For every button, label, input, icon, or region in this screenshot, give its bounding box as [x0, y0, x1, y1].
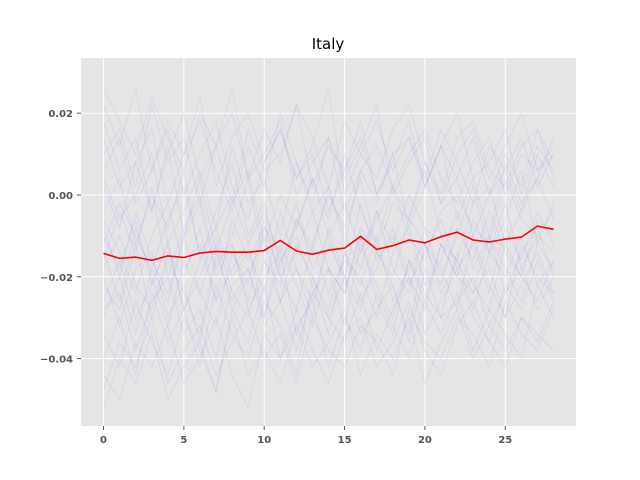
- sample-line-8: [103, 201, 554, 302]
- x-tick-label-5: 25: [498, 435, 512, 446]
- sample-line-18: [103, 103, 554, 213]
- sample-line-14: [103, 242, 554, 343]
- sample-line-3: [103, 258, 554, 376]
- sample-line-23: [103, 299, 554, 410]
- chart-title: Italy: [312, 35, 345, 53]
- sample-line-10: [103, 234, 554, 319]
- sample-line-24: [103, 225, 554, 335]
- sample-line-9: [103, 103, 554, 212]
- sample-line-19: [103, 266, 554, 361]
- sample-line-21: [103, 225, 554, 336]
- mean-line: [103, 225, 554, 262]
- sample-line-16: [103, 301, 554, 408]
- y-tick-label-1: −0.02: [40, 273, 73, 284]
- sample-line-15: [103, 88, 554, 197]
- sample-line-6: [103, 104, 554, 214]
- y-axis-ticks: −0.04 −0.02 0.00 0.02: [40, 109, 81, 366]
- sample-line-4: [103, 168, 554, 287]
- sample-line-25: [103, 119, 554, 221]
- y-tick-label-2: 0.00: [48, 191, 73, 202]
- mean-line-layer: [103, 225, 554, 262]
- sample-line-7: [103, 299, 554, 392]
- y-tick-label-0: −0.04: [40, 355, 73, 366]
- sample-line-2: [103, 145, 554, 255]
- x-tick-label-2: 10: [257, 435, 271, 446]
- sample-lines: [103, 88, 554, 410]
- x-tick-label-1: 5: [180, 435, 187, 446]
- x-tick-label-3: 15: [338, 435, 352, 446]
- sample-line-0: [103, 203, 554, 312]
- sample-line-12: [103, 283, 554, 393]
- sample-line-13: [103, 137, 554, 246]
- sample-line-20: [103, 160, 554, 271]
- x-axis-ticks: 0 5 10 15 20 25: [100, 426, 512, 446]
- sample-line-22: [103, 88, 554, 197]
- sample-line-5: [103, 233, 554, 336]
- x-tick-label-4: 20: [418, 435, 432, 446]
- sample-line-11: [103, 176, 554, 270]
- grid: [81, 58, 576, 426]
- sample-line-17: [103, 201, 554, 302]
- y-tick-label-3: 0.02: [48, 109, 73, 120]
- x-tick-label-0: 0: [100, 435, 107, 446]
